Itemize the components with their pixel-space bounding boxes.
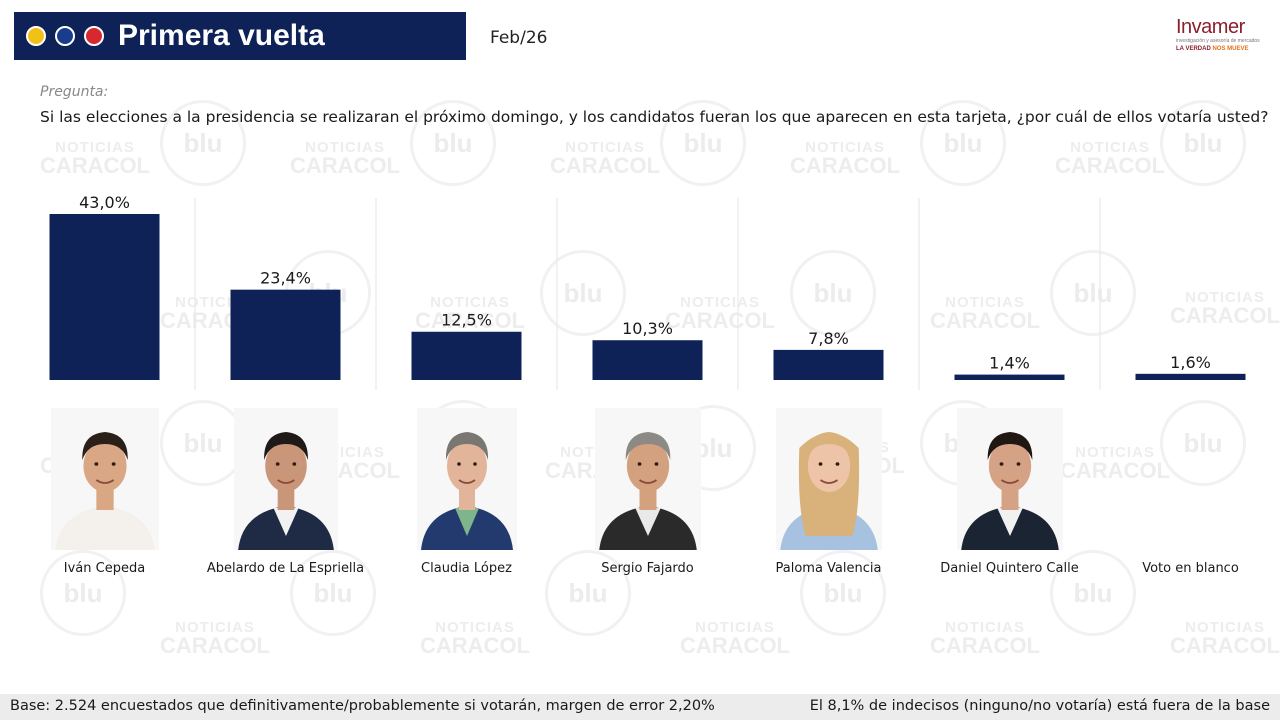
candidate-name-7: Voto en blanco xyxy=(1142,561,1239,576)
candidate-name-6: Daniel Quintero Calle xyxy=(940,561,1079,576)
bar-6 xyxy=(954,374,1065,380)
logo-sub: investigación y asesoría de mercados xyxy=(1176,38,1260,44)
candidate-photo-2 xyxy=(233,408,338,550)
blu-radio-watermark: blu xyxy=(1160,400,1246,486)
yellow-dot xyxy=(26,26,46,46)
page-title: Primera vuelta xyxy=(118,19,325,52)
portrait-illustration xyxy=(594,408,701,550)
candidate-photo-6 xyxy=(956,408,1063,550)
logo-name: Invamer xyxy=(1176,16,1245,38)
blue-dot xyxy=(55,26,75,46)
invamer-logo: Invamer investigación y asesoría de merc… xyxy=(1176,16,1268,60)
data-label-4: 10,3% xyxy=(622,319,673,338)
footer-undecided-note: El 8,1% de indecisos (ninguno/no votaría… xyxy=(809,698,1270,714)
survey-date: Feb/26 xyxy=(490,28,548,48)
candidate-photo-1 xyxy=(50,408,159,550)
portrait-illustration xyxy=(50,408,159,550)
logo-tagline: LA VERDAD NOS MUEVE xyxy=(1176,45,1268,53)
bar-1 xyxy=(49,214,160,380)
portrait-illustration xyxy=(775,408,882,550)
data-label-6: 1,4% xyxy=(989,354,1030,373)
title-bar: Primera vuelta xyxy=(14,12,466,60)
data-label-2: 23,4% xyxy=(260,269,311,288)
portrait-illustration xyxy=(956,408,1063,550)
candidate-name-2: Abelardo de La Espriella xyxy=(206,561,365,576)
question-label: Pregunta: xyxy=(40,84,109,100)
logo-tagline-b: NOS MUEVE xyxy=(1212,46,1249,52)
data-label-7: 1,6% xyxy=(1170,353,1211,372)
data-label-5: 7,8% xyxy=(808,329,849,348)
data-label-3: 12,5% xyxy=(441,311,492,330)
portrait-illustration xyxy=(416,408,517,550)
candidate-photo-5 xyxy=(775,408,882,550)
footer-base-note: Base: 2.524 encuestados que definitivame… xyxy=(10,698,715,714)
logo-tagline-a: LA VERDAD xyxy=(1176,46,1211,52)
bar-7 xyxy=(1135,373,1246,380)
bar-2 xyxy=(230,289,341,380)
bar-3 xyxy=(411,331,522,380)
candidate-photo-4 xyxy=(594,408,701,550)
candidate-name-4: Sergio Fajardo xyxy=(601,561,694,576)
data-label-1: 43,0% xyxy=(79,193,130,212)
bar-4 xyxy=(592,340,703,380)
bar-chart: 43,0% 23,4% 12,5% 10,3% 7,8% 1,4% 1,6% xyxy=(49,193,1246,390)
question-text: Si las elecciones a la presidencia se re… xyxy=(40,108,1269,126)
candidate-name-3: Claudia López xyxy=(421,561,512,576)
footer-bar: Base: 2.524 encuestados que definitivame… xyxy=(0,694,1280,720)
portrait-illustration xyxy=(233,408,338,550)
candidate-photo-3 xyxy=(416,408,517,550)
red-dot xyxy=(84,26,104,46)
candidate-name-1: Iván Cepeda xyxy=(63,561,146,576)
bar-5 xyxy=(773,349,884,380)
candidate-name-5: Paloma Valencia xyxy=(775,561,882,576)
